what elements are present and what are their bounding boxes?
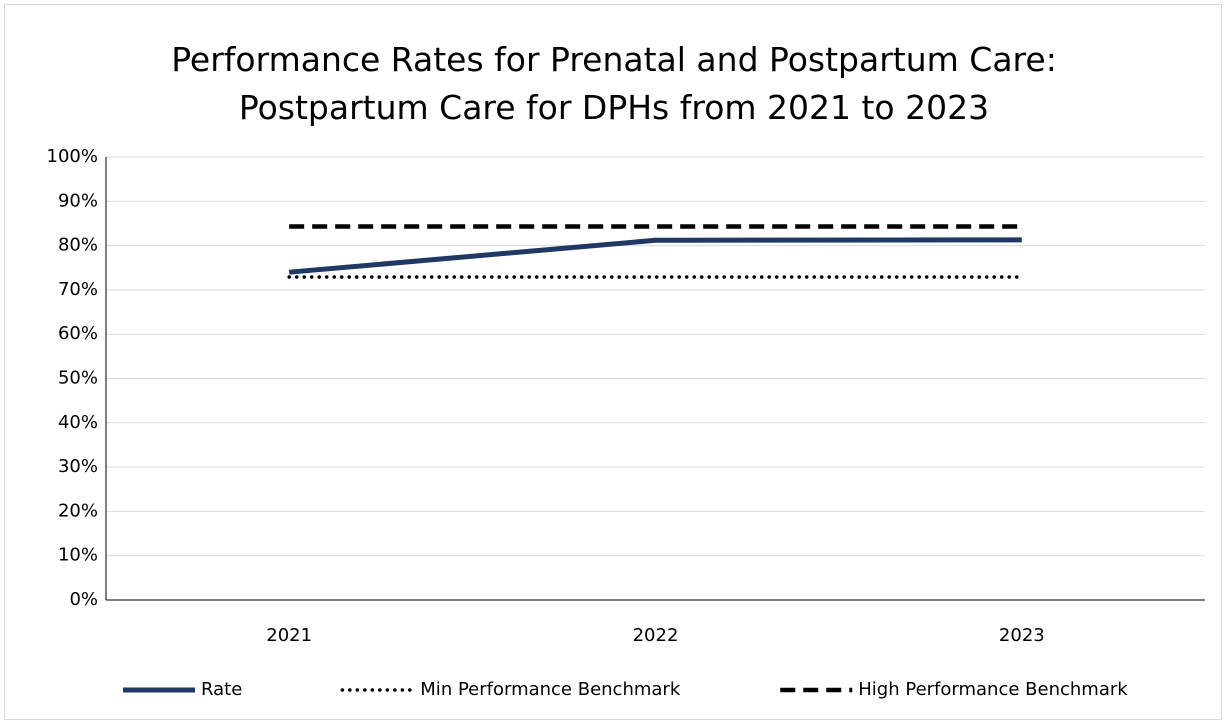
series-line xyxy=(288,237,1022,275)
legend-label: Rate xyxy=(201,679,242,700)
x-tick-label: 2022 xyxy=(633,625,679,646)
legend-label: Min Performance Benchmark xyxy=(420,679,681,700)
x-tick-label: 2021 xyxy=(266,625,312,646)
legend-label: High Performance Benchmark xyxy=(858,679,1128,700)
y-tick-label: 0% xyxy=(69,589,98,610)
y-tick-label: 50% xyxy=(58,368,98,389)
y-tick-label: 20% xyxy=(58,500,98,521)
y-tick-label: 10% xyxy=(58,545,98,566)
y-tick-label: 30% xyxy=(58,456,98,477)
y-tick-label: 90% xyxy=(58,190,98,211)
x-tick-label: 2023 xyxy=(999,625,1045,646)
y-tick-label: 70% xyxy=(58,279,98,300)
y-tick-label: 60% xyxy=(58,323,98,344)
y-tick-label: 80% xyxy=(58,235,98,256)
chart-border xyxy=(4,4,1222,720)
chart-title: Performance Rates for Prenatal and Postp… xyxy=(171,40,1057,127)
y-tick-label: 100% xyxy=(47,146,98,167)
y-tick-label: 40% xyxy=(58,412,98,433)
